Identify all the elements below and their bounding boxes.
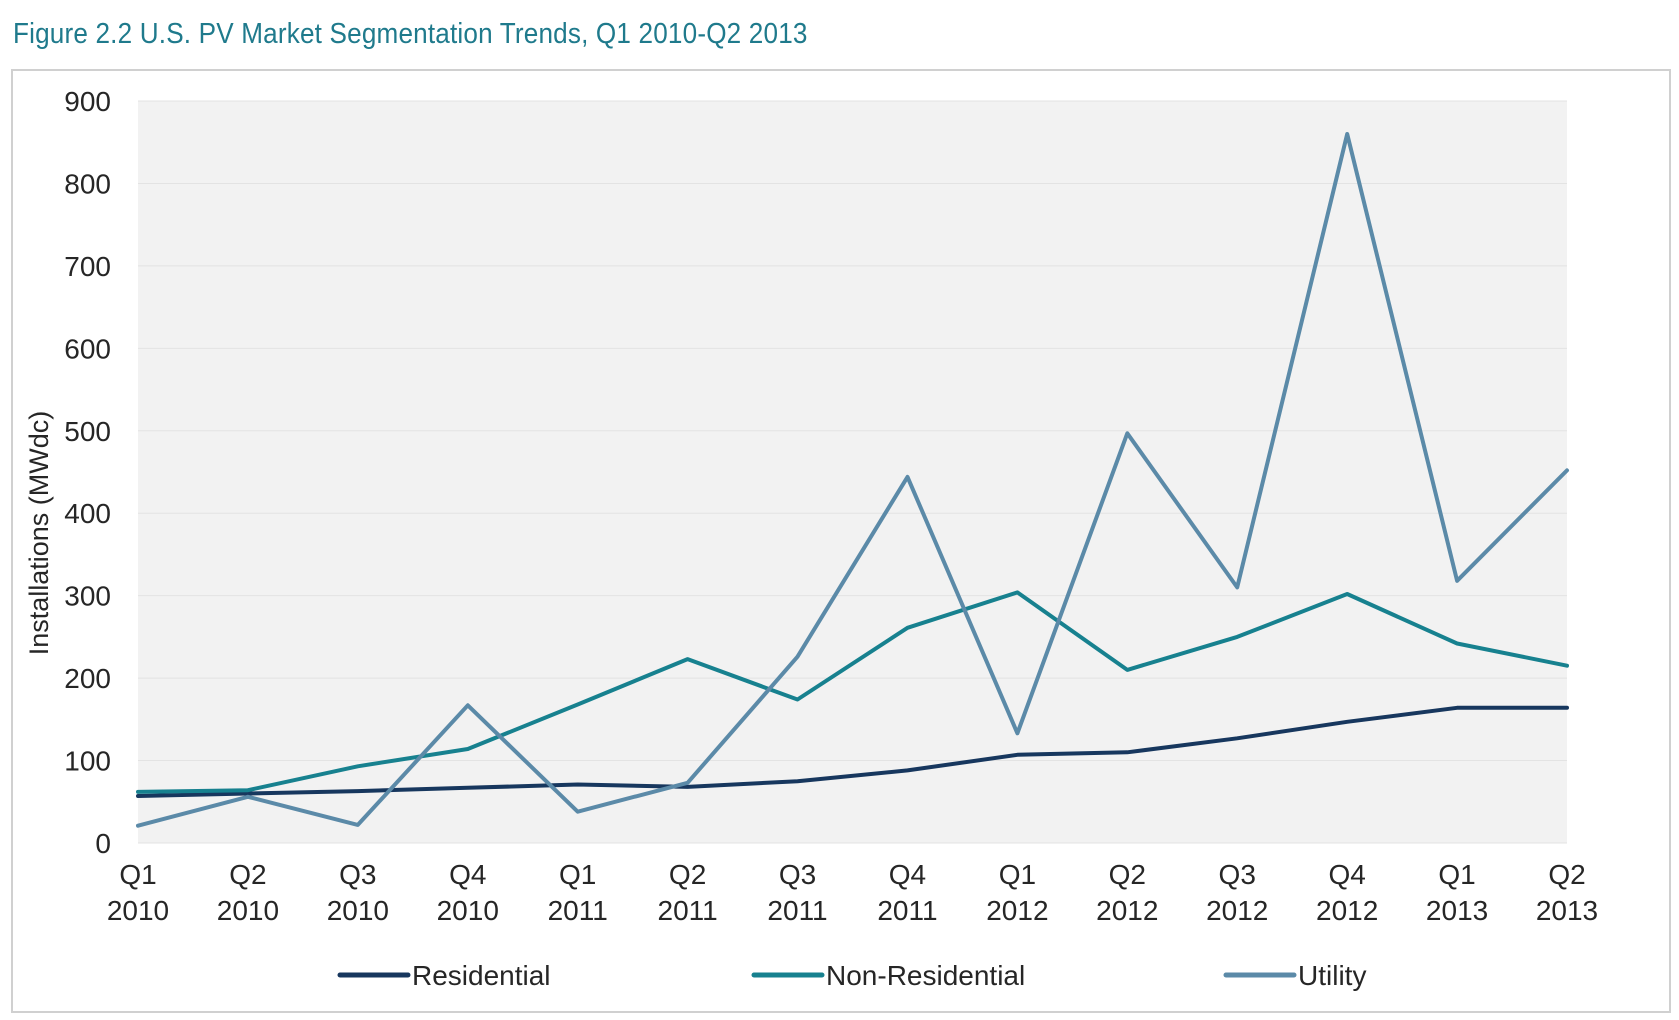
x-tick-label: Q2 2010 xyxy=(217,859,279,926)
y-tick-label: 800 xyxy=(64,168,111,199)
legend-label-utility: Utility xyxy=(1298,960,1366,991)
legend-label-residential: Residential xyxy=(412,960,551,991)
y-tick-label: 0 xyxy=(95,828,111,859)
x-tick-label: Q3 2010 xyxy=(327,859,389,926)
x-tick-label: Q1 2013 xyxy=(1426,859,1488,926)
y-tick-label: 200 xyxy=(64,663,111,694)
x-tick-label: Q4 2012 xyxy=(1316,859,1378,926)
x-tick-label: Q2 2013 xyxy=(1536,859,1598,926)
y-tick-label: 300 xyxy=(64,581,111,612)
x-tick-label: Q4 2010 xyxy=(437,859,499,926)
x-tick-label: Q1 2011 xyxy=(548,859,608,926)
x-tick-label: Q2 2012 xyxy=(1096,859,1158,926)
x-tick-label: Q3 2011 xyxy=(767,859,827,926)
legend-label-non-residential: Non-Residential xyxy=(826,960,1025,991)
y-tick-label: 100 xyxy=(64,746,111,777)
y-tick-label: 900 xyxy=(64,86,111,117)
series-line-non-residential xyxy=(136,590,1569,794)
x-tick-label: Q4 2011 xyxy=(877,859,937,926)
y-tick-label: 600 xyxy=(64,333,111,364)
figure-title: Figure 2.2 U.S. PV Market Segmentation T… xyxy=(13,18,808,50)
plot-area xyxy=(138,101,1567,843)
x-tick-label: Q3 2012 xyxy=(1206,859,1268,926)
y-axis-title: Installations (MWdc) xyxy=(24,411,54,656)
y-tick-label: 400 xyxy=(64,498,111,529)
series-line-residential xyxy=(136,705,1569,798)
x-tick-label: Q2 2011 xyxy=(658,859,718,926)
x-tick-label: Q1 2012 xyxy=(986,859,1048,926)
y-tick-label: 700 xyxy=(64,251,111,282)
y-tick-label: 500 xyxy=(64,416,111,447)
x-tick-label: Q1 2010 xyxy=(107,859,169,926)
series-line-utility xyxy=(136,132,1569,828)
